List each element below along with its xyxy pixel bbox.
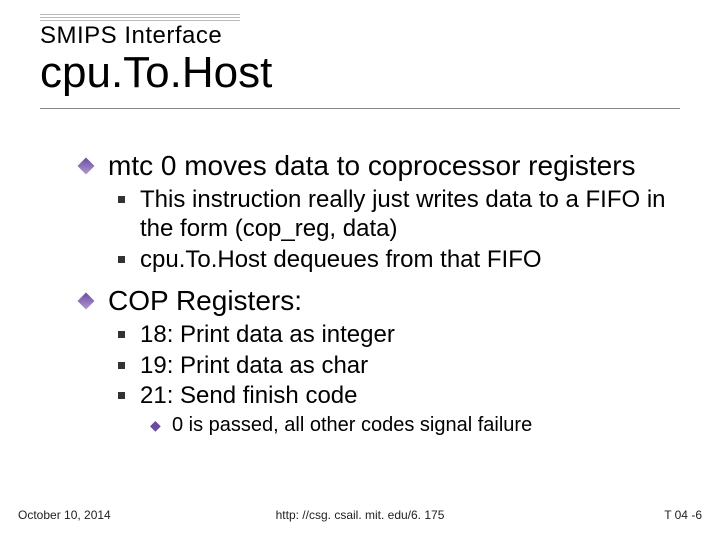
bullet-lvl1: mtc 0 moves data to coprocessor register… [80, 150, 690, 182]
header-rule [40, 14, 240, 20]
bullet-lvl2: cpu.To.Host dequeues from that FIFO [80, 246, 690, 275]
bullet-lvl2: 21: Send finish code [80, 382, 690, 411]
bullet-lvl2: 19: Print data as char [80, 352, 690, 381]
bullet-text: 0 is passed, all other codes signal fail… [172, 413, 690, 437]
bullet-lvl3: ◆ 0 is passed, all other codes signal fa… [80, 413, 690, 437]
title-rule [40, 108, 680, 109]
bullet-lvl1: COP Registers: [80, 285, 690, 317]
footer-page: T 04 -6 [664, 508, 702, 522]
bullet-text: 21: Send finish code [140, 382, 690, 411]
bullet-text: COP Registers: [108, 285, 690, 317]
square-icon [118, 256, 125, 263]
bullet-text: This instruction really just writes data… [140, 186, 690, 244]
slide-subtitle: SMIPS Interface [40, 22, 222, 50]
bullet-text: mtc 0 moves data to coprocessor register… [108, 150, 690, 182]
slide-content: mtc 0 moves data to coprocessor register… [80, 150, 690, 439]
diamond-icon [78, 292, 95, 309]
bullet-lvl2: This instruction really just writes data… [80, 186, 690, 244]
square-icon [118, 392, 125, 399]
slide: SMIPS Interface cpu.To.Host mtc 0 moves … [0, 0, 720, 540]
square-icon [118, 331, 125, 338]
footer-url: http: //csg. csail. mit. edu/6. 175 [0, 508, 720, 522]
bullet-text: 18: Print data as integer [140, 321, 690, 350]
bullet-lvl2: 18: Print data as integer [80, 321, 690, 350]
square-icon [118, 362, 125, 369]
square-icon [118, 196, 125, 203]
chevron-icon: ◆ [150, 417, 161, 434]
slide-title: cpu.To.Host [40, 48, 272, 98]
bullet-text: 19: Print data as char [140, 352, 690, 381]
bullet-text: cpu.To.Host dequeues from that FIFO [140, 246, 690, 275]
diamond-icon [78, 158, 95, 175]
